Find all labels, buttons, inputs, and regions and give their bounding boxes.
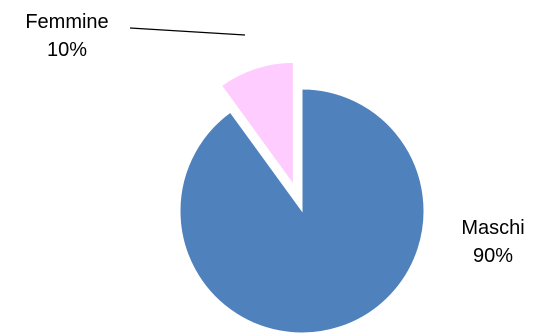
maschi-category-label: Maschi: [461, 217, 524, 239]
femmine-leader-line: [129, 27, 246, 36]
femmine-percent-label: 10%: [47, 39, 87, 61]
maschi-percent-label: 90%: [473, 245, 513, 267]
pie-slice-femmine: [220, 61, 294, 186]
pie-slice-maschi: [179, 88, 425, 334]
femmine-category-label: Femmine: [25, 11, 108, 33]
